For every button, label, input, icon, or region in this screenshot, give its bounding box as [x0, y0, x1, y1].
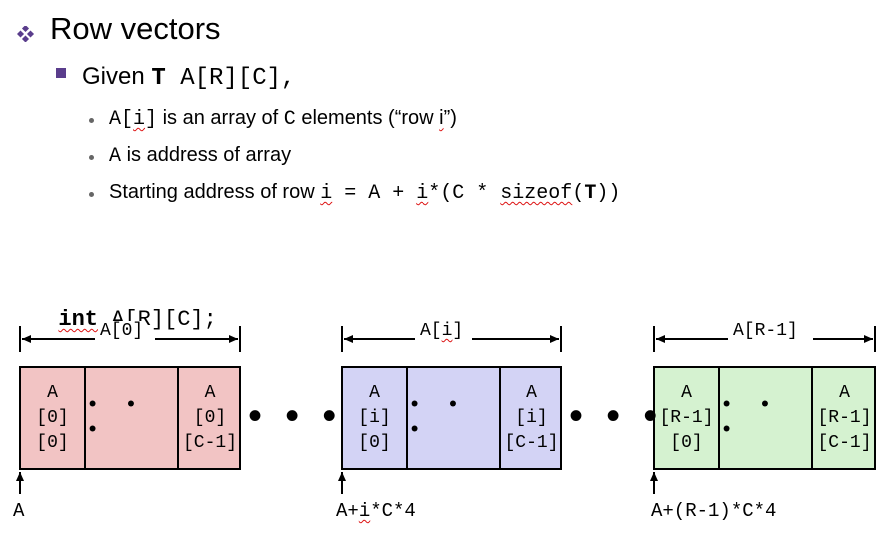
given-prefix: Given	[82, 63, 152, 90]
dot-bullet-icon	[89, 155, 94, 160]
type-T: T	[151, 65, 166, 92]
span-label-ar1: A[R-1]	[731, 321, 800, 341]
address-arrows	[16, 472, 658, 494]
span-arrow-a0	[19, 326, 241, 352]
heading: Row vectors	[50, 11, 221, 46]
bullet-row-array: A[i] is an array of C elements (“row i”)	[109, 107, 457, 131]
span-label-a0: A[0]	[98, 321, 146, 341]
between-dots-2: • • •	[569, 394, 664, 438]
square-bullet-icon	[56, 68, 66, 78]
element-ellipsis: • • •	[406, 368, 501, 468]
diamond-bullet-icon	[16, 24, 35, 47]
address-label-ar1: A+(R-1)*C*4	[651, 500, 777, 522]
element-ellipsis: • • •	[84, 368, 179, 468]
dot-bullet-icon	[89, 118, 94, 123]
address-label-ai: A+i*C*4	[336, 500, 416, 522]
row-block-0: A [0] [0] • • • A [0] [C-1]	[19, 366, 241, 470]
element-last: A [R-1] [C-1]	[817, 382, 872, 453]
row-block-r-1: A [R-1] [0] • • • A [R-1] [C-1]	[653, 366, 876, 470]
element-ellipsis: • • •	[718, 368, 813, 468]
bullet-address-of-array: A is address of array	[109, 144, 292, 168]
given-line: Given T A[R][C],	[82, 62, 295, 94]
span-arrow-ai	[341, 326, 562, 352]
dot-bullet-icon	[89, 192, 94, 197]
element-last: A [0] [C-1]	[182, 382, 237, 453]
int-keyword: int	[58, 307, 99, 332]
element-last: A [i] [C-1]	[504, 382, 559, 453]
row-block-i: A [i] [0] • • • A [i] [C-1]	[341, 366, 562, 470]
address-label-a: A	[13, 500, 25, 522]
span-arrow-ar1	[653, 326, 876, 352]
element-first: A [R-1] [0]	[659, 382, 714, 453]
element-first: A [0] [0]	[36, 382, 69, 453]
element-first: A [i] [0]	[358, 382, 391, 453]
between-dots-1: • • •	[248, 394, 343, 438]
span-label-ai: A[i]	[418, 321, 466, 341]
bullet-starting-address: Starting address of row i = A + i*(C * s…	[109, 181, 621, 205]
given-declaration: A[R][C],	[180, 65, 296, 92]
